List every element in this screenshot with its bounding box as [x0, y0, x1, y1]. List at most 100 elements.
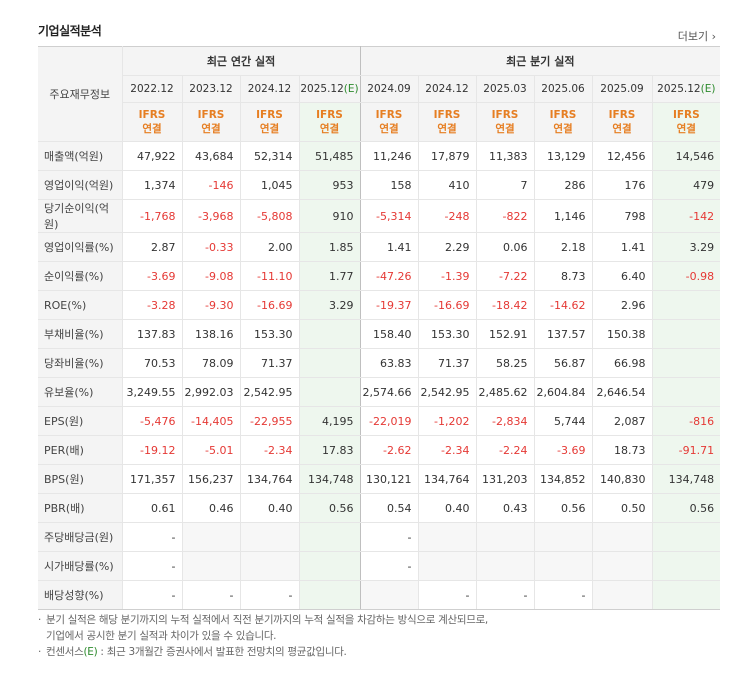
table-cell: -22,955	[239, 406, 299, 436]
table-cell: -91.71	[651, 435, 721, 465]
table-cell: 18.73	[591, 435, 653, 465]
table-cell: -2.62	[359, 435, 419, 465]
table-cell: -146	[181, 170, 240, 200]
period-header: 2025.12(E)	[298, 75, 361, 103]
table-cell: -16.69	[417, 290, 477, 320]
table-cell: 150.38	[591, 319, 653, 349]
row-label: 부채비율(%)	[38, 319, 122, 349]
table-cell: 0.56	[298, 493, 361, 523]
table-cell: 2,542.95	[417, 377, 477, 407]
table-cell	[298, 522, 361, 552]
table-cell: -9.08	[181, 261, 240, 291]
table-row: 부채비율(%) 137.83 138.16 153.30 158.40 153.30 152…	[38, 319, 721, 349]
table-row: 시가배당률(%) - -	[38, 551, 721, 581]
table-cell: 2,604.84	[533, 377, 593, 407]
row-label: 당좌비율(%)	[38, 348, 122, 378]
section-title: 기업실적분석	[38, 24, 102, 38]
table-cell: -	[121, 522, 182, 552]
more-link[interactable]: 더보기 ›	[678, 28, 716, 44]
table-cell: 1.77	[298, 261, 361, 291]
table-cell	[475, 551, 535, 581]
table-cell: 47,922	[121, 141, 182, 171]
row-label: 유보율(%)	[38, 377, 122, 407]
footnote-quarter-cont: 기업에서 공시한 분기 실적과 차이가 있을 수 있습니다.	[46, 630, 277, 642]
table-cell	[239, 522, 299, 552]
table-row: PER(배) -19.12 -5.01 -2.34 17.83 -2.62 -2.34 -2.…	[38, 435, 721, 465]
table-cell: -2.34	[239, 435, 299, 465]
table-cell	[359, 580, 419, 610]
estimate-mark: (E)	[343, 83, 359, 95]
ifrs-label: IFRS 연결	[533, 102, 593, 142]
ifrs-label: IFRS 연결	[181, 102, 240, 142]
table-cell	[651, 522, 721, 552]
table-cell: 2.87	[121, 232, 182, 262]
table-cell: -5.01	[181, 435, 240, 465]
table-cell: 2.29	[417, 232, 477, 262]
table-cell: 953	[298, 170, 361, 200]
table-cell: -14,405	[181, 406, 240, 436]
table-cell	[181, 522, 240, 552]
ifrs-label: IFRS 연결	[651, 102, 721, 142]
period-header: 2025.06	[533, 75, 593, 103]
table-cell: -14.62	[533, 290, 593, 320]
table-cell: 11,246	[359, 141, 419, 171]
ifrs-label: IFRS 연결	[121, 102, 182, 142]
table-row: 유보율(%) 3,249.55 2,992.03 2,542.95 2,574.66 2,…	[38, 377, 721, 407]
table-cell: 1.41	[359, 232, 419, 262]
table-cell: 1,045	[239, 170, 299, 200]
table-cell: 286	[533, 170, 593, 200]
table-cell: 1.41	[591, 232, 653, 262]
table-cell	[298, 580, 361, 610]
table-cell: -16.69	[239, 290, 299, 320]
table-cell: 0.43	[475, 493, 535, 523]
table-cell: 0.06	[475, 232, 535, 262]
table-row: 매출액(억원) 47,922 43,684 52,314 51,485 11,246 17,…	[38, 141, 721, 171]
table-cell: 52,314	[239, 141, 299, 171]
ifrs-label: IFRS 연결	[359, 102, 419, 142]
table-cell: -248	[417, 199, 477, 233]
table-row: 당좌비율(%) 70.53 78.09 71.37 63.83 71.37 58.25 56.…	[38, 348, 721, 378]
table-cell: 7	[475, 170, 535, 200]
table-cell	[651, 290, 721, 320]
financial-table: 주요재무정보 최근 연간 실적 최근 분기 실적 2022.12 2023.12 2…	[38, 46, 721, 610]
row-label: PBR(배)	[38, 493, 122, 523]
table-cell: 6.40	[591, 261, 653, 291]
table-cell: 1,146	[533, 199, 593, 233]
table-cell	[651, 377, 721, 407]
row-label: 순이익률(%)	[38, 261, 122, 291]
table-cell: -3.69	[533, 435, 593, 465]
table-cell	[239, 551, 299, 581]
table-cell: 153.30	[417, 319, 477, 349]
row-label: 시가배당률(%)	[38, 551, 122, 581]
table-cell	[651, 580, 721, 610]
table-cell: -5,808	[239, 199, 299, 233]
table-cell: -19.37	[359, 290, 419, 320]
table-cell: -47.26	[359, 261, 419, 291]
table-cell: 71.37	[417, 348, 477, 378]
table-cell: -	[181, 580, 240, 610]
table-row: 영업이익률(%) 2.87 -0.33 2.00 1.85 1.41 2.29 0.06 2.1…	[38, 232, 721, 262]
table-cell: 153.30	[239, 319, 299, 349]
period-header: 2025.03	[475, 75, 535, 103]
table-cell: -3,968	[181, 199, 240, 233]
table-row: 영업이익(억원) 1,374 -146 1,045 953 158 410 7 286 176 47…	[38, 170, 721, 200]
row-label: 매출액(억원)	[38, 141, 122, 171]
table-cell	[651, 348, 721, 378]
table-cell: -19.12	[121, 435, 182, 465]
table-cell: 910	[298, 199, 361, 233]
table-cell: 0.46	[181, 493, 240, 523]
table-cell: -2.34	[417, 435, 477, 465]
table-cell: -0.33	[181, 232, 240, 262]
table-cell: 158.40	[359, 319, 419, 349]
table-cell: 66.98	[591, 348, 653, 378]
period-header: 2023.12	[181, 75, 240, 103]
table-cell	[651, 319, 721, 349]
table-cell	[651, 551, 721, 581]
table-cell: 3,249.55	[121, 377, 182, 407]
table-cell: -2.24	[475, 435, 535, 465]
row-label: BPS(원)	[38, 464, 122, 494]
table-cell: 2.00	[239, 232, 299, 262]
table-cell	[298, 348, 361, 378]
table-cell	[475, 522, 535, 552]
table-cell	[298, 377, 361, 407]
